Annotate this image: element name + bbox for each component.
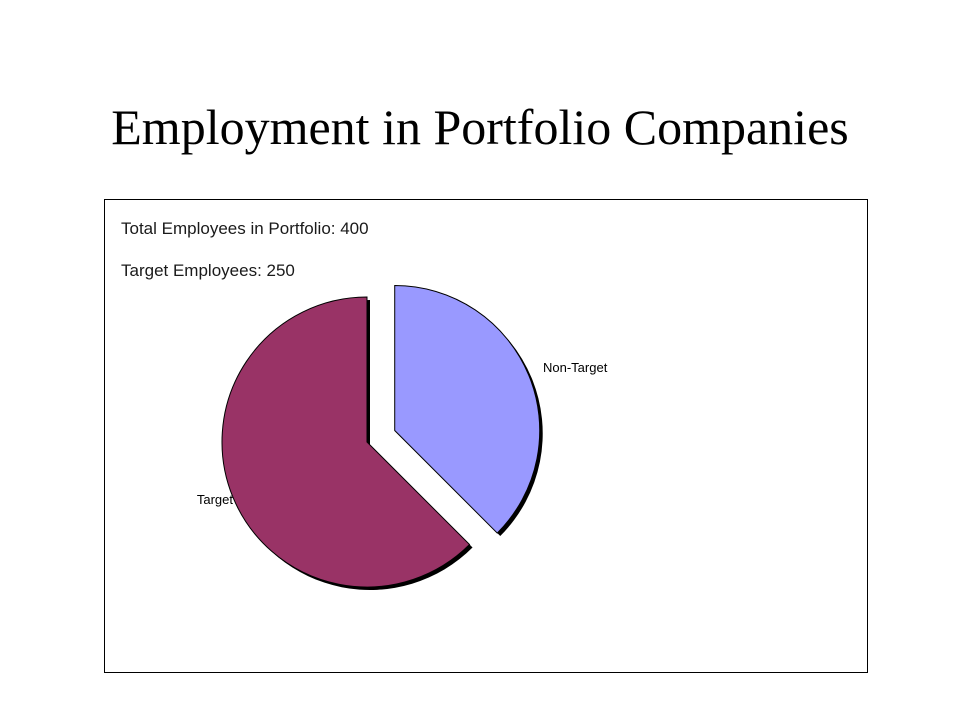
slide-title: Employment in Portfolio Companies (111, 99, 849, 155)
pie-slice-non-target (394, 285, 541, 534)
pie-label-target: Target (197, 492, 234, 507)
pie-label-non-target: Non-Target (543, 360, 608, 375)
target-employees-annotation: Target Employees: 250 (121, 261, 295, 280)
chart-frame: Total Employees in Portfolio: 400 Target… (104, 199, 868, 673)
pie-chart: Non-Target Target (197, 285, 608, 590)
pie-slice-target (221, 296, 471, 588)
total-employees-annotation: Total Employees in Portfolio: 400 (121, 219, 369, 238)
